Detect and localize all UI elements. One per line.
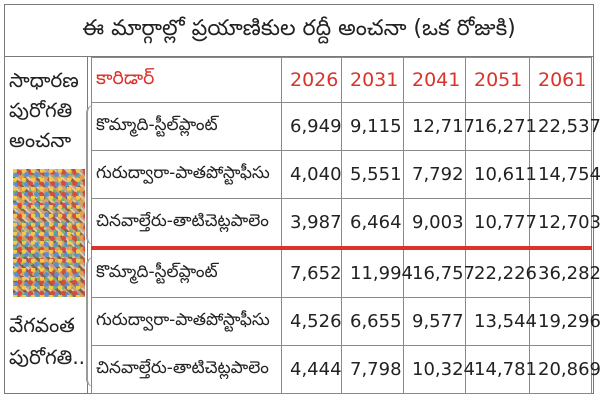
ridership-value: 6,655: [341, 297, 404, 346]
ridership-value: 19,296: [529, 297, 600, 346]
normal-growth-label: సాధారణ పురోగతి అంచనా: [9, 68, 79, 152]
ridership-value: 7,798: [341, 345, 404, 394]
table-row: చినవాల్తేరు-తాటిచెట్లపాలెం 3,987 6,464 9…: [91, 198, 600, 249]
scenario-label-column: సాధారణ పురోగతి అంచనా వేగవంత పురోగతి..: [5, 57, 88, 393]
ridership-value: 9,115: [341, 102, 404, 151]
ridership-value: 14,754: [529, 150, 600, 199]
year-header: 2051: [465, 57, 530, 103]
table-row: గురుద్వారా-పాతపోస్టాఫీసు 4,526 6,655 9,5…: [91, 297, 600, 346]
ridership-value: 14,781: [465, 345, 537, 394]
ridership-value: 10,777: [465, 198, 537, 249]
ridership-value: 4,526: [281, 297, 342, 346]
ridership-value: 5,551: [341, 150, 404, 199]
ridership-value: 3,987: [281, 198, 342, 249]
fast-growth-label: వేగవంత పురోగతి..: [9, 313, 86, 369]
table-row: చినవాల్తేరు-తాటిచెట్లపాలెం 4,444 7,798 1…: [91, 345, 600, 394]
table-row: గురుద్వారా-పాతపోస్టాఫీసు 4,040 5,551 7,7…: [91, 150, 600, 199]
ridership-value: 16,757: [403, 246, 475, 298]
infographic-frame: ఈ మార్గాల్లో ప్రయాణికుల రద్దీ అంచనా (ఒక …: [4, 4, 600, 394]
corridor-name: గురుద్వారా-పాతపోస్టాఫీసు: [91, 297, 282, 346]
ridership-value: 10,324: [403, 345, 475, 394]
year-header: 2026: [281, 57, 342, 103]
ridership-value: 7,652: [281, 246, 342, 298]
ridership-value: 4,040: [281, 150, 342, 199]
ridership-value: 12,703: [529, 198, 600, 249]
ridership-value: 6,949: [281, 102, 342, 151]
ridership-value: 9,577: [403, 297, 466, 346]
corridor-name: కొమ్మాది-స్టీల్‌ప్లాంట్: [91, 246, 282, 298]
year-header: 2041: [403, 57, 466, 103]
ridership-table: కారిడార్ 2026 2031 2041 2051 2061 కొమ్మా…: [91, 57, 600, 394]
table-row: కొమ్మాది-స్టీల్‌ప్లాంట్ 6,949 9,115 12,7…: [91, 102, 600, 151]
corridor-header: కారిడార్: [91, 57, 282, 103]
ridership-value: 20,869: [529, 345, 600, 394]
corridor-name: కొమ్మాది-స్టీల్‌ప్లాంట్: [91, 102, 282, 151]
table-row: కొమ్మాది-స్టీల్‌ప్లాంట్ 7,652 11,994 16,…: [91, 246, 600, 298]
ridership-value: 11,994: [341, 246, 413, 298]
normal-group-brace: [86, 105, 98, 245]
corridor-name: చినవాల్తేరు-తాటిచెట్లపాలెం: [91, 345, 282, 394]
ridership-value: 22,226: [465, 246, 537, 298]
ridership-value: 12,717: [403, 102, 475, 151]
ridership-value: 22,537: [529, 102, 600, 151]
corridor-name: గురుద్వారా-పాతపోస్టాఫీసు: [91, 150, 282, 199]
table-header-row: కారిడార్ 2026 2031 2041 2051 2061: [91, 57, 592, 103]
ridership-value: 6,464: [341, 198, 404, 249]
ridership-value: 7,792: [403, 150, 466, 199]
year-header: 2031: [341, 57, 404, 103]
crowd-photo: [13, 169, 85, 297]
ridership-value: 4,444: [281, 345, 342, 394]
ridership-value: 10,611: [465, 150, 537, 199]
ridership-value: 16,271: [465, 102, 537, 151]
ridership-value: 13,544: [465, 297, 537, 346]
year-header: 2061: [529, 57, 592, 103]
corridor-name: చినవాల్తేరు-తాటిచెట్లపాలెం: [91, 198, 282, 249]
ridership-value: 36,282: [529, 246, 600, 298]
fast-group-brace: [86, 257, 98, 387]
infographic-title: ఈ మార్గాల్లో ప్రయాణికుల రద్దీ అంచనా (ఒక …: [5, 5, 593, 57]
ridership-value: 9,003: [403, 198, 466, 249]
